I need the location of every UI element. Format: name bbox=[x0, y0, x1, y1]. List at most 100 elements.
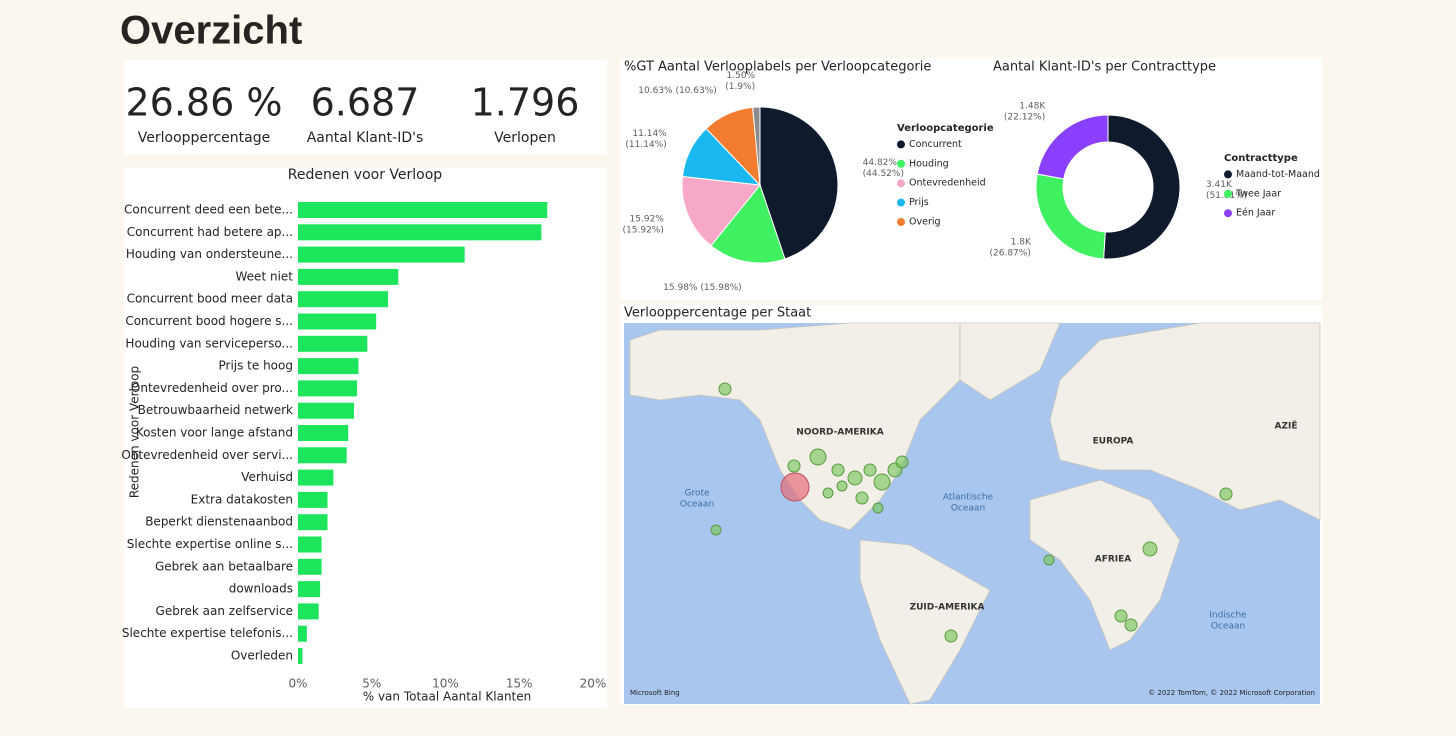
map-label: AFRIEA bbox=[1095, 555, 1132, 565]
y-tick-label: Betrouwbaarheid netwerk bbox=[138, 403, 293, 417]
map-label: Indische bbox=[1209, 611, 1247, 621]
legend-swatch bbox=[897, 159, 905, 168]
map-label: Atlantische bbox=[943, 493, 994, 503]
data-label: 15.98% (15.98%) bbox=[663, 283, 742, 293]
map-attribution: © 2022 TomTom, © 2022 Microsoft Corporat… bbox=[1148, 689, 1315, 697]
slice bbox=[1103, 114, 1181, 260]
bar bbox=[298, 224, 542, 241]
data-label: 10.63% (10.63%) bbox=[638, 86, 717, 96]
legend-swatch bbox=[897, 179, 905, 188]
data-label: 11.14% bbox=[632, 129, 667, 139]
legend-title: Contracttype bbox=[1224, 153, 1298, 164]
bubble bbox=[1219, 487, 1233, 501]
data-label: (22.12%) bbox=[1004, 113, 1045, 123]
kpi-label: Verlooppercentage bbox=[138, 130, 270, 146]
chart-title: Redenen voor Verloop bbox=[288, 167, 443, 183]
bubble bbox=[872, 502, 884, 514]
bubble bbox=[895, 455, 909, 469]
x-tick-label: 0% bbox=[288, 677, 307, 691]
bar bbox=[298, 536, 322, 553]
bar bbox=[298, 625, 307, 642]
map-label: Grote bbox=[684, 489, 710, 499]
slice bbox=[1036, 114, 1109, 180]
map-label: NOORD-AMERIKA bbox=[796, 428, 883, 438]
continent bbox=[959, 322, 1061, 401]
legend-label: Prijs bbox=[909, 197, 929, 208]
map-label: AZIË bbox=[1275, 421, 1298, 432]
x-tick-label: 20% bbox=[580, 677, 607, 691]
bubble bbox=[787, 459, 801, 473]
legend-label: Twee Jaar bbox=[1235, 188, 1281, 199]
data-label: 1.8K bbox=[1011, 237, 1032, 247]
bubble bbox=[1124, 618, 1138, 632]
y-tick-label: Ontevredenheid over servi... bbox=[121, 448, 293, 462]
kpi-value: 6.687 bbox=[311, 81, 420, 125]
legend-title: Verloopcategorie bbox=[897, 123, 994, 134]
bar bbox=[298, 447, 347, 464]
y-axis-label: Redenen voor Verloop bbox=[128, 366, 142, 498]
y-tick-label: Slechte expertise telefonis... bbox=[122, 626, 293, 640]
y-tick-label: Ontevredenheid over pro... bbox=[131, 381, 293, 395]
y-tick-label: Concurrent deed een bete... bbox=[124, 203, 293, 217]
bar bbox=[298, 603, 319, 620]
map-label: EUROPA bbox=[1093, 437, 1134, 447]
y-tick-label: Prijs te hoog bbox=[218, 359, 293, 373]
y-tick-label: Houding van serviceperso... bbox=[125, 336, 293, 350]
bubble bbox=[718, 382, 732, 396]
bubble bbox=[873, 473, 891, 491]
continent bbox=[1029, 479, 1181, 651]
map: NOORD-AMERIKA EUROPA AZIË AFRIEA ZUID-AM… bbox=[624, 322, 1321, 705]
y-tick-label: Gebrek aan betaalbare bbox=[155, 559, 293, 573]
bubble bbox=[710, 524, 722, 536]
data-label: 1.50% bbox=[727, 71, 756, 81]
slice bbox=[759, 106, 839, 260]
legend-swatch bbox=[1224, 189, 1232, 198]
legend-swatch bbox=[897, 140, 905, 149]
bar bbox=[298, 425, 349, 441]
map-logo: Microsoft Bing bbox=[630, 689, 680, 697]
y-tick-label: Extra datakosten bbox=[191, 492, 293, 506]
bubble bbox=[944, 629, 958, 643]
map-label: ZUID-AMERIKA bbox=[910, 603, 985, 613]
bubble bbox=[822, 487, 834, 499]
legend-swatch bbox=[1224, 209, 1232, 218]
map-label: Oceaan bbox=[1211, 622, 1245, 632]
data-label: (15.92%) bbox=[623, 226, 664, 236]
bar bbox=[298, 380, 357, 397]
bar bbox=[298, 291, 388, 308]
data-label: 1.48K bbox=[1019, 102, 1046, 112]
legend-label: Maand-tot-Maand bbox=[1236, 169, 1320, 180]
bar bbox=[298, 268, 399, 285]
bar bbox=[298, 402, 355, 419]
bar bbox=[298, 358, 359, 375]
map-title: Verlooppercentage per Staat bbox=[624, 306, 811, 321]
bar bbox=[298, 246, 465, 263]
bubble bbox=[831, 463, 845, 477]
y-tick-label: Concurrent bood meer data bbox=[127, 292, 293, 306]
bar bbox=[298, 202, 548, 218]
y-tick-label: Concurrent bood hogere s... bbox=[125, 314, 293, 328]
kpi-value: 26.86 % bbox=[126, 81, 283, 125]
continent bbox=[859, 539, 991, 705]
data-label: (11.14%) bbox=[625, 140, 666, 150]
page-title: Overzicht bbox=[120, 9, 302, 53]
bar bbox=[298, 335, 368, 352]
data-label: (26.87%) bbox=[990, 248, 1031, 258]
map-label: Oceaan bbox=[680, 500, 714, 510]
slice bbox=[710, 183, 786, 264]
bar bbox=[298, 469, 334, 486]
y-tick-label: Houding van ondersteune... bbox=[126, 247, 293, 261]
bubble bbox=[863, 463, 877, 477]
data-label: 44.82% bbox=[863, 158, 898, 168]
bar bbox=[298, 491, 328, 508]
bubble bbox=[780, 472, 810, 502]
chart-title: Aantal Klant-ID's per Contracttype bbox=[993, 60, 1216, 75]
y-tick-label: Verhuisd bbox=[241, 470, 293, 484]
y-tick-label: Overleden bbox=[231, 649, 293, 663]
kpi-panel bbox=[124, 60, 607, 155]
legend-label: Overig bbox=[909, 217, 941, 228]
kpi-label: Verlopen bbox=[494, 130, 556, 146]
data-label: 15.92% bbox=[630, 215, 665, 225]
data-label: (44.52%) bbox=[863, 169, 904, 179]
